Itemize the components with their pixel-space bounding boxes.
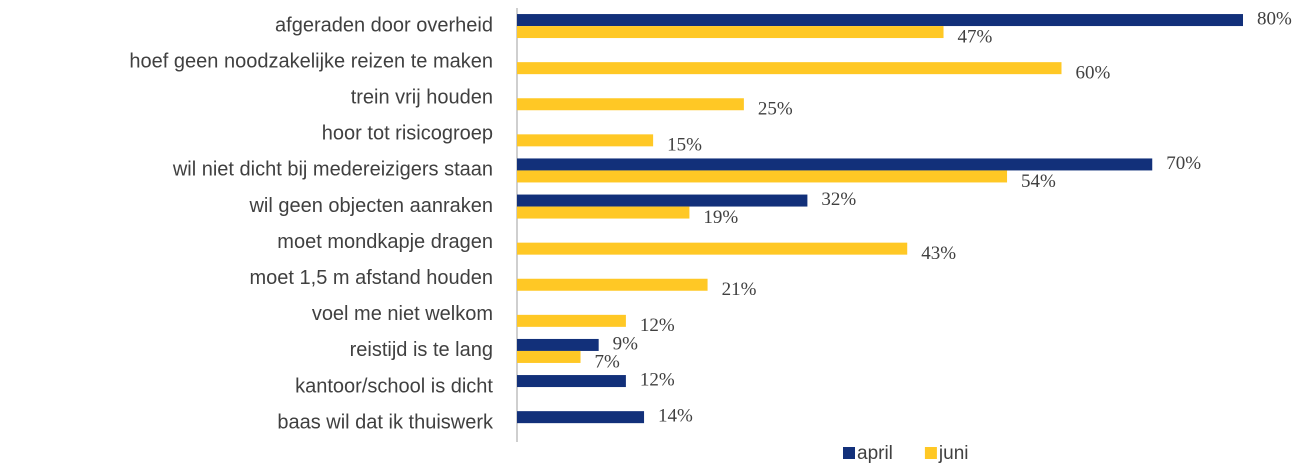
bar — [517, 278, 708, 291]
category-label: wil niet dicht bij medereizigers staan — [172, 159, 493, 181]
value-label: 32% — [821, 189, 856, 210]
bar — [517, 242, 908, 255]
bar — [517, 170, 1008, 183]
legend-swatch — [924, 447, 937, 459]
value-label: 9% — [613, 333, 639, 354]
value-label: 25% — [758, 99, 793, 120]
bar — [517, 134, 654, 147]
bar — [517, 14, 1243, 27]
bar — [517, 158, 1153, 171]
bar — [517, 338, 599, 351]
category-label: moet 1,5 m afstand houden — [250, 267, 494, 289]
bar — [517, 26, 944, 39]
value-label: 12% — [640, 315, 675, 336]
category-label: kantoor/school is dicht — [295, 375, 493, 397]
bar — [517, 411, 645, 424]
value-label: 14% — [658, 406, 693, 427]
category-label: baas wil dat ik thuiswerk — [277, 411, 494, 433]
category-label: moet mondkapje dragen — [277, 231, 493, 253]
value-label: 43% — [921, 243, 956, 264]
bar — [517, 194, 808, 207]
bar — [517, 206, 690, 219]
value-label: 21% — [722, 279, 757, 300]
category-label: reistijd is te lang — [350, 339, 493, 361]
value-label: 60% — [1076, 63, 1111, 84]
category-label: wil geen objecten aanraken — [248, 195, 493, 217]
category-label: voel me niet welkom — [312, 303, 493, 325]
category-label: afgeraden door overheid — [275, 14, 493, 36]
category-label: hoef geen noodzakelijke reizen te maken — [129, 50, 493, 72]
value-label: 70% — [1166, 153, 1201, 174]
value-label: 15% — [667, 135, 702, 156]
value-label: 47% — [958, 26, 993, 47]
legend-label: juni — [938, 443, 969, 464]
category-label: hoor tot risicogroep — [322, 123, 493, 145]
category-label: trein vrij houden — [351, 87, 493, 109]
value-label: 80% — [1257, 8, 1292, 29]
bar — [517, 62, 1062, 75]
value-label: 12% — [640, 369, 675, 390]
bar — [517, 375, 626, 388]
bar — [517, 98, 744, 111]
bar — [517, 314, 626, 327]
value-label: 19% — [703, 207, 738, 228]
value-label: 54% — [1021, 171, 1056, 192]
legend-swatch — [843, 447, 855, 459]
bar — [517, 350, 581, 363]
value-label: 7% — [595, 351, 621, 372]
legend-label: april — [857, 443, 893, 464]
